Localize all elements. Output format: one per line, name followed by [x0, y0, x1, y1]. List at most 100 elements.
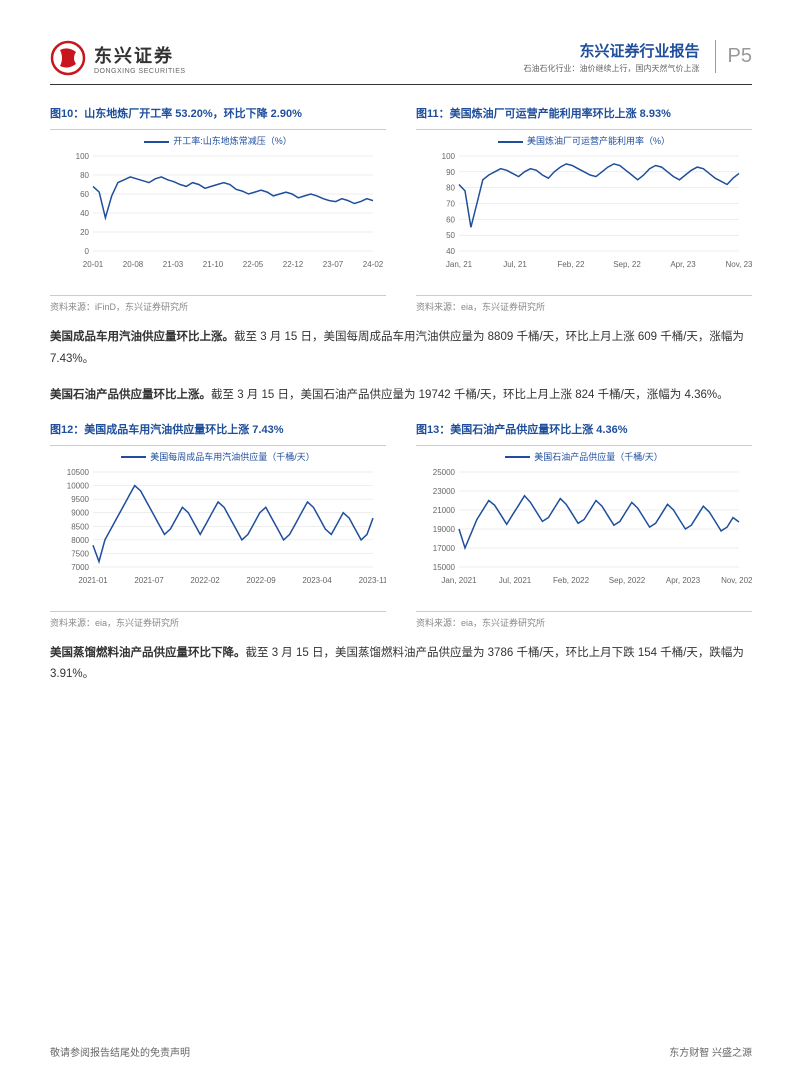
svg-text:Sep, 22: Sep, 22 — [613, 260, 641, 269]
fig12-svg: 7000 7500 8000 8500 9000 9500 10000 10500 2021-0… — [50, 467, 386, 587]
svg-text:80: 80 — [446, 184, 455, 193]
fig10-title: 图10：山东地炼厂开工率 53.20%，环比下降 2.90% — [50, 105, 386, 121]
page: 东兴证券 DONGXING SECURITIES 东兴证券行业报告 石油石化行业… — [0, 0, 802, 1087]
svg-text:15000: 15000 — [433, 563, 456, 572]
svg-text:40: 40 — [80, 209, 89, 218]
svg-text:8500: 8500 — [71, 522, 89, 531]
svg-text:23000: 23000 — [433, 487, 456, 496]
svg-text:Jan, 2021: Jan, 2021 — [441, 576, 477, 585]
fig10-source: 资料来源：iFinD，东兴证券研究所 — [50, 295, 386, 313]
svg-text:17000: 17000 — [433, 544, 456, 553]
fig11-legend: 美国炼油厂可运营产能利用率（%） — [416, 134, 752, 147]
svg-text:25000: 25000 — [433, 468, 456, 477]
fig10-block: 图10：山东地炼厂开工率 53.20%，环比下降 2.90% 开工率:山东地炼常… — [50, 105, 386, 313]
svg-text:Sep, 2022: Sep, 2022 — [609, 576, 646, 585]
svg-text:100: 100 — [442, 152, 456, 161]
svg-text:20-08: 20-08 — [123, 260, 144, 269]
footer-left: 敬请参阅报告结尾处的免责声明 — [50, 1044, 190, 1059]
logo-cn: 东兴证券 — [94, 42, 186, 68]
header: 东兴证券 DONGXING SECURITIES 东兴证券行业报告 石油石化行业… — [50, 40, 752, 85]
paragraph-3: 美国蒸馏燃料油产品供应量环比下降。截至 3 月 15 日，美国蒸馏燃料油产品供应… — [50, 643, 752, 687]
svg-text:8000: 8000 — [71, 535, 89, 544]
svg-text:9500: 9500 — [71, 495, 89, 504]
chart-row-1: 图10：山东地炼厂开工率 53.20%，环比下降 2.90% 开工率:山东地炼常… — [50, 105, 752, 313]
svg-text:7500: 7500 — [71, 549, 89, 558]
svg-text:Nov, 2023: Nov, 2023 — [721, 576, 752, 585]
svg-text:50: 50 — [446, 231, 455, 240]
report-subtitle: 石油石化行业：油价继续上行，国内天然气价上涨 — [524, 63, 700, 74]
svg-text:90: 90 — [446, 168, 455, 177]
svg-text:Jan, 21: Jan, 21 — [446, 260, 473, 269]
svg-text:22-05: 22-05 — [243, 260, 264, 269]
svg-text:Feb, 22: Feb, 22 — [557, 260, 585, 269]
page-number: P5 — [715, 40, 752, 73]
footer: 敬请参阅报告结尾处的免责声明 东方财智 兴盛之源 — [50, 1036, 752, 1059]
fig10-legend: 开工率:山东地炼常减压（%） — [50, 134, 386, 147]
svg-text:21000: 21000 — [433, 506, 456, 515]
footer-right: 东方财智 兴盛之源 — [669, 1044, 752, 1059]
fig12-legend: 美国每周成品车用汽油供应量（千桶/天） — [50, 450, 386, 463]
svg-text:2021-01: 2021-01 — [78, 576, 108, 585]
fig12-title: 图12：美国成品车用汽油供应量环比上涨 7.43% — [50, 421, 386, 437]
svg-text:Jul, 2021: Jul, 2021 — [499, 576, 532, 585]
fig13-legend: 美国石油产品供应量（千桶/天） — [416, 450, 752, 463]
fig11-block: 图11：美国炼油厂可运营产能利用率环比上涨 8.93% 美国炼油厂可运营产能利用… — [416, 105, 752, 313]
svg-text:20: 20 — [80, 228, 89, 237]
svg-text:22-12: 22-12 — [283, 260, 304, 269]
svg-text:70: 70 — [446, 200, 455, 209]
logo-en: DONGXING SECURITIES — [94, 68, 186, 75]
svg-text:100: 100 — [76, 152, 90, 161]
svg-text:Nov, 23: Nov, 23 — [726, 260, 752, 269]
fig11-chart: 美国炼油厂可运营产能利用率（%） 40 50 60 70 80 90 100 Jan, 21 J… — [416, 129, 752, 289]
svg-text:40: 40 — [446, 247, 455, 256]
svg-text:7000: 7000 — [71, 563, 89, 572]
paragraph-2: 美国石油产品供应量环比上涨。截至 3 月 15 日，美国石油产品供应量为 197… — [50, 385, 752, 407]
p1-bold: 美国成品车用汽油供应量环比上涨。 — [50, 331, 234, 343]
svg-text:2021-07: 2021-07 — [134, 576, 164, 585]
fig11-svg: 40 50 60 70 80 90 100 Jan, 21 Jul, 21 Feb, 22 Sep,… — [416, 151, 752, 271]
svg-text:60: 60 — [446, 215, 455, 224]
fig11-source: 资料来源：eia，东兴证券研究所 — [416, 295, 752, 313]
svg-text:2023-11: 2023-11 — [359, 576, 386, 585]
svg-text:2023-04: 2023-04 — [302, 576, 332, 585]
fig13-block: 图13：美国石油产品供应量环比上涨 4.36% 美国石油产品供应量（千桶/天） … — [416, 421, 752, 629]
p2-bold: 美国石油产品供应量环比上涨。 — [50, 389, 211, 401]
svg-text:Apr, 23: Apr, 23 — [670, 260, 696, 269]
svg-text:9000: 9000 — [71, 508, 89, 517]
svg-text:Feb, 2022: Feb, 2022 — [553, 576, 590, 585]
svg-text:80: 80 — [80, 171, 89, 180]
svg-text:19000: 19000 — [433, 525, 456, 534]
paragraph-1: 美国成品车用汽油供应量环比上涨。截至 3 月 15 日，美国每周成品车用汽油供应… — [50, 327, 752, 371]
chart-row-2: 图12：美国成品车用汽油供应量环比上涨 7.43% 美国每周成品车用汽油供应量（… — [50, 421, 752, 629]
header-right: 东兴证券行业报告 石油石化行业：油价继续上行，国内天然气价上涨 P5 — [524, 40, 752, 74]
logo-text: 东兴证券 DONGXING SECURITIES — [94, 42, 186, 75]
fig12-source: 资料来源：eia，东兴证券研究所 — [50, 611, 386, 629]
svg-text:60: 60 — [80, 190, 89, 199]
fig12-block: 图12：美国成品车用汽油供应量环比上涨 7.43% 美国每周成品车用汽油供应量（… — [50, 421, 386, 629]
svg-text:24-02: 24-02 — [363, 260, 384, 269]
svg-text:Jul, 21: Jul, 21 — [503, 260, 527, 269]
svg-text:21-03: 21-03 — [163, 260, 184, 269]
logo-block: 东兴证券 DONGXING SECURITIES — [50, 40, 186, 76]
logo-icon — [50, 40, 86, 76]
svg-text:Apr, 2023: Apr, 2023 — [666, 576, 701, 585]
fig13-source: 资料来源：eia，东兴证券研究所 — [416, 611, 752, 629]
header-title-block: 东兴证券行业报告 石油石化行业：油价继续上行，国内天然气价上涨 — [524, 40, 700, 74]
svg-text:10000: 10000 — [67, 481, 90, 490]
svg-text:20-01: 20-01 — [83, 260, 104, 269]
svg-text:21-10: 21-10 — [203, 260, 224, 269]
fig10-svg: 0 20 40 60 80 100 20-01 20-08 21-03 21-10 22-05 22-… — [50, 151, 386, 271]
fig13-title: 图13：美国石油产品供应量环比上涨 4.36% — [416, 421, 752, 437]
fig13-chart: 美国石油产品供应量（千桶/天） 15000 17000 19000 21000 2300… — [416, 445, 752, 605]
fig11-title: 图11：美国炼油厂可运营产能利用率环比上涨 8.93% — [416, 105, 752, 121]
svg-text:10500: 10500 — [67, 468, 90, 477]
svg-text:2022-09: 2022-09 — [246, 576, 276, 585]
svg-text:23-07: 23-07 — [323, 260, 344, 269]
p3-bold: 美国蒸馏燃料油产品供应量环比下降。 — [50, 647, 246, 659]
fig10-chart: 开工率:山东地炼常减压（%） 0 20 40 60 80 100 20-01 20-08 21-… — [50, 129, 386, 289]
report-title: 东兴证券行业报告 — [524, 40, 700, 61]
fig13-svg: 15000 17000 19000 21000 23000 25000 Jan, 2021 J… — [416, 467, 752, 587]
svg-text:0: 0 — [85, 247, 90, 256]
fig12-chart: 美国每周成品车用汽油供应量（千桶/天） 7000 7500 8000 8500 9000… — [50, 445, 386, 605]
svg-text:2022-02: 2022-02 — [190, 576, 220, 585]
